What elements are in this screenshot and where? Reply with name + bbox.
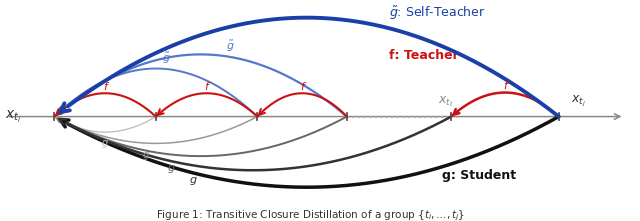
- Text: g: g: [102, 138, 108, 148]
- Text: g: g: [189, 175, 197, 185]
- Text: $x_{t_\ell}$: $x_{t_\ell}$: [438, 95, 453, 109]
- Text: $\tilde{g}$: $\tilde{g}$: [162, 51, 170, 66]
- Text: g: g: [168, 163, 175, 173]
- Text: $x_{t_i}$: $x_{t_i}$: [5, 109, 22, 125]
- Text: f: f: [300, 82, 304, 92]
- Text: f: f: [205, 82, 209, 92]
- Text: $x_{t_j}$: $x_{t_j}$: [571, 94, 586, 109]
- Text: f: Teacher: f: Teacher: [388, 49, 458, 62]
- Text: $\tilde{g}$: Self-Teacher: $\tilde{g}$: Self-Teacher: [388, 5, 485, 22]
- Text: f: f: [503, 81, 507, 91]
- Text: f: f: [103, 82, 107, 92]
- Text: g: g: [143, 150, 149, 160]
- Text: g: Student: g: Student: [442, 170, 516, 182]
- Text: $\tilde{g}$: $\tilde{g}$: [225, 39, 234, 54]
- Text: Figure 1: Transitive Closure Distillation of a group $\{t_i, \ldots, t_j\}$: Figure 1: Transitive Closure Distillatio…: [156, 208, 466, 221]
